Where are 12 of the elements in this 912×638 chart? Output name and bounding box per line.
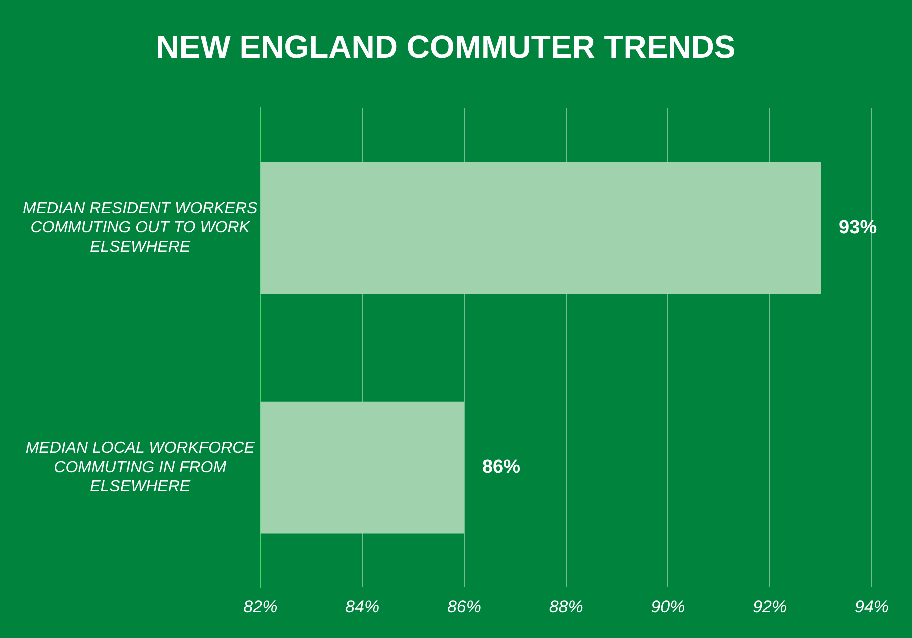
chart-title: NEW ENGLAND COMMUTER TRENDS: [156, 29, 736, 66]
data-label: 86%: [482, 457, 521, 478]
y-tick-label: MEDIAN RESIDENT WORKERS COMMUTING OUT TO WORK ELSEWHERE: [23, 200, 258, 256]
x-tick-label: 90%: [651, 598, 686, 617]
x-tick-label: 84%: [346, 598, 380, 617]
x-tick-label: 92%: [753, 598, 788, 617]
data-label: 93%: [839, 217, 878, 238]
x-tick-label: 94%: [854, 598, 890, 617]
x-tick-label: 88%: [549, 598, 584, 617]
x-tick-label: 82%: [244, 598, 278, 617]
y-tick-label: MEDIAN LOCAL WORKFORCE COMMUTING IN FROM ELSEWHERE: [26, 440, 256, 496]
x-tick-label: 86%: [447, 598, 482, 617]
